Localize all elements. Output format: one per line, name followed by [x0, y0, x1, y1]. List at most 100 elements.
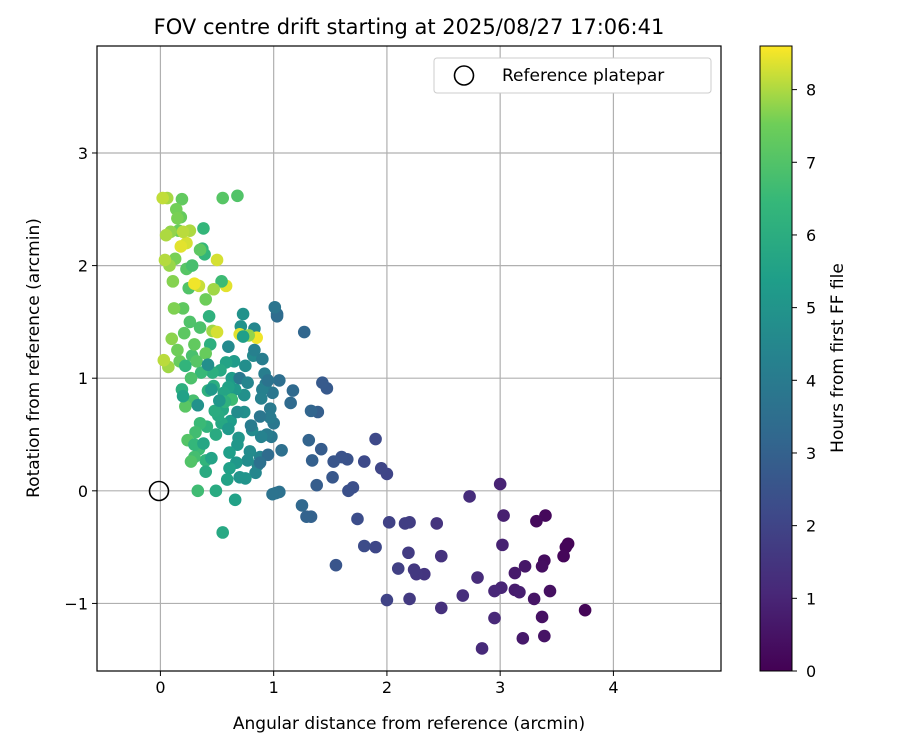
data-point — [248, 343, 261, 357]
data-point — [216, 526, 230, 539]
data-point — [176, 225, 190, 239]
data-point — [493, 477, 507, 491]
data-point — [314, 442, 328, 456]
data-point — [382, 516, 396, 529]
data-point — [158, 253, 172, 267]
data-point — [176, 302, 190, 315]
colorbar-gradient — [759, 45, 793, 672]
data-point — [535, 610, 549, 624]
data-point — [237, 388, 251, 402]
colorbar-tick-label: 8 — [806, 81, 816, 100]
data-point — [210, 253, 224, 267]
data-point — [167, 302, 181, 315]
data-point — [488, 611, 501, 625]
data-point — [197, 437, 210, 450]
data-point — [310, 478, 324, 492]
data-point — [209, 428, 223, 441]
legend-label: Reference platepar — [502, 66, 664, 86]
data-point — [207, 282, 220, 296]
data-point — [266, 386, 279, 400]
data-point — [254, 430, 268, 444]
data-point — [530, 514, 543, 528]
data-point — [191, 398, 205, 412]
data-point — [241, 376, 254, 390]
data-point — [475, 642, 489, 655]
data-point — [543, 584, 557, 598]
colorbar-tick-label: 5 — [806, 299, 816, 318]
data-point — [513, 585, 526, 599]
data-point — [223, 446, 236, 459]
y-tick-label: 2 — [78, 257, 88, 276]
data-point — [527, 592, 541, 606]
data-point — [463, 490, 476, 503]
colorbar-tick-label: 1 — [806, 589, 816, 608]
colorbar-tick-label: 0 — [806, 662, 816, 681]
data-point — [197, 222, 210, 235]
data-point — [205, 451, 218, 465]
x-tick-label: 3 — [495, 678, 505, 697]
data-point — [256, 352, 269, 366]
data-point — [263, 411, 277, 424]
data-point — [488, 584, 501, 598]
data-point — [261, 374, 275, 387]
data-point — [183, 315, 197, 329]
legend-reference-marker-icon — [453, 65, 475, 86]
colorbar-tick-label: 6 — [806, 226, 816, 245]
data-point — [185, 259, 199, 272]
data-point — [402, 546, 415, 560]
data-point — [369, 432, 382, 446]
data-point — [284, 396, 297, 410]
data-point — [236, 307, 250, 321]
data-point — [456, 589, 470, 602]
data-point — [430, 517, 444, 530]
chart-title: FOV centre drift starting at 2025/08/27 … — [154, 15, 665, 39]
data-point — [213, 394, 226, 408]
data-point — [403, 592, 416, 606]
data-point — [241, 454, 254, 467]
data-point — [557, 549, 570, 563]
data-point — [199, 347, 213, 360]
data-point — [329, 558, 343, 572]
data-point — [223, 461, 236, 475]
data-point — [189, 425, 202, 439]
data-point — [539, 509, 552, 522]
data-point — [407, 563, 421, 576]
data-point — [244, 419, 258, 432]
data-point — [357, 455, 371, 468]
data-point — [231, 438, 244, 451]
data-point — [176, 389, 190, 403]
y-axis-label: Rotation from reference (arcmin) — [24, 218, 44, 498]
data-point — [222, 340, 235, 353]
data-point — [239, 472, 252, 485]
data-point — [193, 243, 207, 257]
data-point — [342, 484, 355, 498]
data-point — [305, 454, 319, 467]
data-point — [179, 400, 192, 413]
y-tick-label: 1 — [78, 369, 88, 388]
colorbar-label: Hours from first FF file — [828, 263, 848, 453]
data-point — [156, 191, 169, 205]
data-point — [202, 309, 216, 323]
data-point — [351, 512, 364, 526]
data-point — [253, 410, 267, 423]
legend: Reference platepar — [433, 57, 712, 94]
data-point — [165, 332, 179, 346]
data-point — [263, 402, 277, 415]
data-point — [193, 321, 207, 334]
data-point — [199, 465, 213, 478]
data-point — [239, 359, 252, 373]
x-tick-label: 2 — [382, 678, 392, 697]
data-point — [201, 358, 215, 371]
x-tick-label: 1 — [269, 678, 279, 697]
data-point — [174, 240, 188, 253]
data-point — [326, 471, 339, 484]
data-point — [157, 353, 171, 367]
data-point — [380, 593, 394, 607]
data-point — [538, 629, 551, 643]
data-point — [357, 539, 371, 553]
data-point — [391, 562, 405, 575]
data-point — [297, 325, 311, 339]
data-point — [286, 384, 300, 397]
x-axis-label: Angular distance from reference (arcmin) — [233, 714, 585, 734]
